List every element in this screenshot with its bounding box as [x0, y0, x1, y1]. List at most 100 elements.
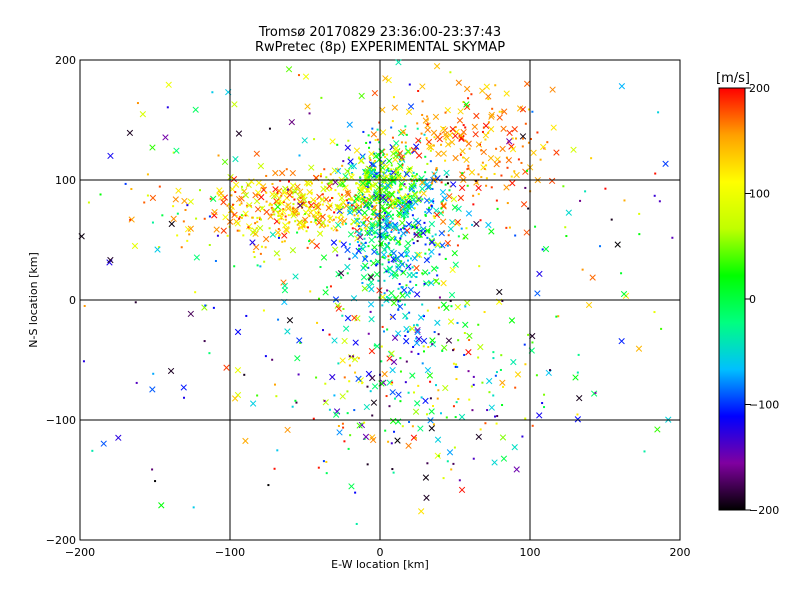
scatter-point-x	[384, 192, 392, 199]
scatter-point-dot	[400, 235, 403, 238]
scatter-point-dot	[346, 272, 349, 275]
scatter-point-dot	[264, 246, 267, 249]
scatter-point-x	[530, 149, 537, 156]
scatter-point-dot	[337, 424, 340, 427]
scatter-point-x	[408, 182, 415, 190]
scatter-point-x	[452, 154, 459, 162]
scatter-point-dot	[374, 166, 377, 169]
scatter-point-dot	[245, 314, 248, 317]
scatter-point-dot	[278, 189, 281, 192]
scatter-point-x	[433, 211, 441, 219]
scatter-point-dot	[277, 214, 280, 217]
scatter-point-dot	[369, 390, 372, 393]
axis-ticks: −200 −100 0 100 200 −200 −100 0 100 200	[46, 54, 691, 559]
scatter-point-dot	[351, 227, 354, 230]
scatter-point-x	[459, 184, 466, 192]
scatter-point-x	[370, 161, 377, 168]
scatter-point-dot	[638, 212, 641, 215]
scatter-point-x	[506, 129, 513, 137]
scatter-point-dot	[653, 194, 656, 197]
scatter-point-dot	[373, 209, 376, 212]
scatter-point-dot	[446, 182, 449, 185]
scatter-point-x	[351, 356, 359, 363]
scatter-point-dot	[353, 409, 356, 412]
scatter-point-dot	[390, 215, 393, 218]
scatter-point-x	[475, 141, 483, 148]
scatter-point-x	[409, 372, 416, 379]
scatter-point-x	[428, 220, 436, 228]
scatter-point-dot	[166, 106, 169, 109]
scatter-point-dot	[317, 297, 320, 300]
scatter-point-dot	[329, 216, 332, 219]
scatter-point-dot	[403, 183, 406, 186]
scatter-point-dot	[358, 244, 361, 247]
scatter-point-x	[285, 205, 292, 212]
scatter-point-dot	[501, 404, 504, 407]
scatter-point-dot	[413, 180, 416, 183]
scatter-point-dot	[564, 226, 567, 229]
scatter-point-dot	[393, 296, 396, 299]
scatter-point-dot	[366, 206, 369, 209]
scatter-point-dot	[83, 304, 86, 307]
scatter-point-dot	[394, 236, 397, 239]
scatter-point-dot	[392, 256, 395, 259]
scatter-point-x	[367, 301, 375, 308]
scatter-point-dot	[82, 360, 85, 363]
scatter-point-dot	[383, 330, 386, 333]
scatter-point-dot	[363, 196, 366, 199]
scatter-point-dot	[367, 208, 370, 211]
scatter-point-dot	[398, 283, 401, 286]
scatter-point-x	[305, 180, 312, 187]
scatter-point-dot	[539, 158, 542, 161]
scatter-point-dot	[385, 295, 388, 298]
scatter-point-dot	[256, 394, 259, 397]
scatter-point-dot	[433, 216, 436, 219]
scatter-point-x	[255, 179, 263, 186]
scatter-point-x	[286, 191, 293, 199]
scatter-point-dot	[375, 198, 378, 201]
scatter-point-dot	[523, 343, 526, 346]
scatter-point-dot	[401, 270, 404, 273]
scatter-point-dot	[407, 259, 410, 262]
scatter-point-x	[426, 372, 434, 379]
scatter-point-x	[330, 239, 338, 246]
scatter-point-dot	[480, 176, 483, 179]
scatter-point-dot	[288, 221, 291, 224]
scatter-point-x	[395, 59, 402, 66]
scatter-point-dot	[194, 291, 197, 294]
scatter-point-x	[333, 411, 340, 418]
scatter-point-dot	[389, 172, 392, 175]
scatter-point-dot	[452, 349, 455, 352]
scatter-point-x	[344, 168, 351, 175]
scatter-point-x	[187, 225, 194, 232]
scatter-point-dot	[146, 194, 149, 197]
scatter-point-x	[259, 205, 266, 212]
scatter-point-dot	[325, 176, 328, 179]
scatter-point-dot	[450, 305, 453, 308]
scatter-point-x	[434, 319, 441, 326]
scatter-point-x	[181, 197, 188, 205]
scatter-point-x	[253, 150, 260, 157]
scatter-point-dot	[326, 286, 329, 289]
scatter-point-dot	[477, 323, 480, 326]
scatter-point-dot	[425, 413, 428, 416]
scatter-point-x	[149, 194, 157, 202]
scatter-point-x	[158, 502, 165, 509]
scatter-point-dot	[345, 199, 348, 202]
scatter-point-x	[332, 296, 340, 303]
scatter-point-dot	[354, 194, 357, 197]
scatter-point-x	[306, 205, 313, 212]
scatter-point-dot	[283, 240, 286, 243]
scatter-point-x	[407, 103, 415, 110]
scatter-point-dot	[481, 381, 484, 384]
scatter-point-dot	[143, 201, 146, 204]
scatter-point-dot	[384, 429, 387, 432]
scatter-point-dot	[371, 195, 374, 198]
scatter-point-x	[565, 209, 572, 216]
x-axis-label: E-W location [km]	[331, 558, 429, 571]
scatter-point-dot	[485, 177, 488, 180]
scatter-point-dot	[495, 371, 498, 374]
scatter-point-dot	[371, 205, 374, 208]
scatter-point-x	[377, 240, 385, 247]
scatter-point-x	[131, 242, 139, 250]
